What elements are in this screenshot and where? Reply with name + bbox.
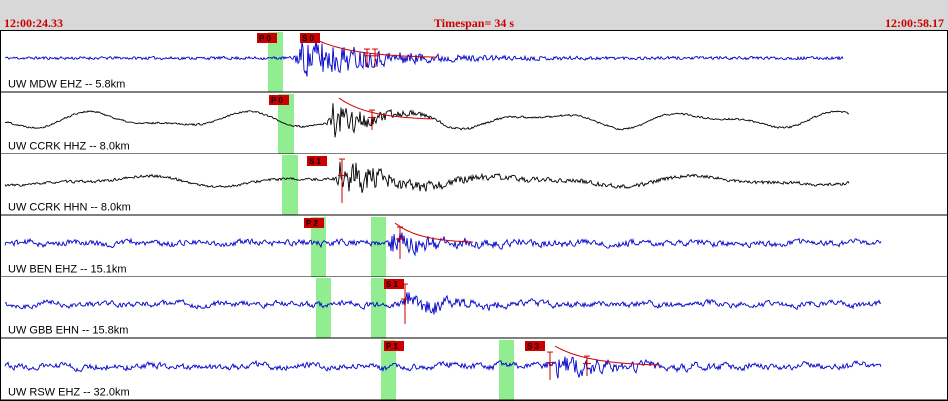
coda-envelope-line [316,39,438,58]
coda-envelope-line [338,97,433,119]
coda-envelope-line [394,222,474,243]
pick-window-highlight [499,339,514,399]
trace-label: UW GBB EHN -- 15.8km [8,325,128,337]
pick-window-highlight [282,155,298,215]
trace-row-rsw-ehz[interactable]: P 1 S 3 UW RSW EHZ -- 32.0km [1,339,947,401]
waveform-panel[interactable]: P 0 S 0 UW MDW EHZ -- 5.8km P 0 UW CCRK HHZ … [0,30,948,401]
waveform-trace [4,37,844,77]
trace-label: UW MDW EHZ -- 5.8km [8,79,125,91]
phase-pick-label[interactable]: S 1 [307,156,327,166]
pick-window-highlight [381,339,396,399]
svg-text:P 0: P 0 [259,34,271,43]
svg-text:S 0: S 0 [302,34,315,43]
amplitude-marker[interactable] [396,226,404,259]
trace-label: UW CCRK HHN -- 8.0km [8,202,131,214]
svg-text:S 1: S 1 [386,280,399,289]
amplitude-marker[interactable] [338,158,346,204]
waveform-trace [4,356,882,379]
time-axis-bar: 12:00:24.33 Timespan= 34 s 12:00:58.17 [0,16,948,30]
amplitude-marker[interactable] [363,48,371,68]
amplitude-marker[interactable] [368,109,376,130]
window-end-time: 12:00:58.17 [885,16,944,30]
svg-text:S 3: S 3 [527,342,540,351]
trace-label: UW RSW EHZ -- 32.0km [8,386,130,398]
phase-pick-label[interactable]: S 1 [384,279,404,289]
amplitude-marker[interactable] [401,283,409,325]
window-start-time: 12:00:24.33 [4,16,63,30]
trace-row-ccrk-hhz[interactable]: P 0 UW CCRK HHZ -- 8.0km [1,93,947,155]
trace-row-mdw-ehz[interactable]: P 0 S 0 UW MDW EHZ -- 5.8km [1,31,947,93]
phase-pick-label[interactable]: P 2 [304,217,324,228]
trace-row-ccrk-hhn[interactable]: S 1 UW CCRK HHN -- 8.0km [1,154,947,216]
pick-window-highlight [371,278,386,338]
phase-pick-label[interactable]: P 1 [384,340,404,351]
pick-window-highlight [371,216,386,276]
trace-label: UW BEN EHZ -- 15.1km [8,263,127,275]
svg-text:P 1: P 1 [386,342,398,351]
pick-window-highlight [311,216,326,276]
amplitude-marker[interactable] [546,351,554,380]
svg-text:P 2: P 2 [306,219,318,228]
pick-window-highlight [268,32,283,92]
pick-window-highlight [316,278,331,338]
waveform-trace [4,102,849,137]
phase-pick-label[interactable]: P 0 [257,33,277,43]
phase-pick-label[interactable]: S 0 [300,33,320,43]
coda-envelope-line [554,345,661,365]
trace-row-gbb-ehn[interactable]: S 1 UW GBB EHN -- 15.8km [1,277,947,339]
trace-row-ben-ehz[interactable]: P 2 UW BEN EHZ -- 15.1km [1,216,947,278]
waveform-trace [4,231,882,257]
event-summary-bar: 61166656 UW 2016-06-12 12:00:32.74 46.62… [0,0,948,16]
waveform-trace [4,161,850,193]
phase-pick-label[interactable]: P 0 [269,94,289,105]
svg-text:S 1: S 1 [309,157,322,166]
timespan-label: Timespan= 34 s [434,16,514,30]
trace-label: UW CCRK HHZ -- 8.0km [8,140,130,152]
waveform-trace [4,292,882,315]
svg-text:P 0: P 0 [271,96,283,105]
phase-pick-label[interactable]: S 3 [525,340,545,351]
amplitude-marker[interactable] [583,355,591,376]
amplitude-marker[interactable] [371,48,379,68]
